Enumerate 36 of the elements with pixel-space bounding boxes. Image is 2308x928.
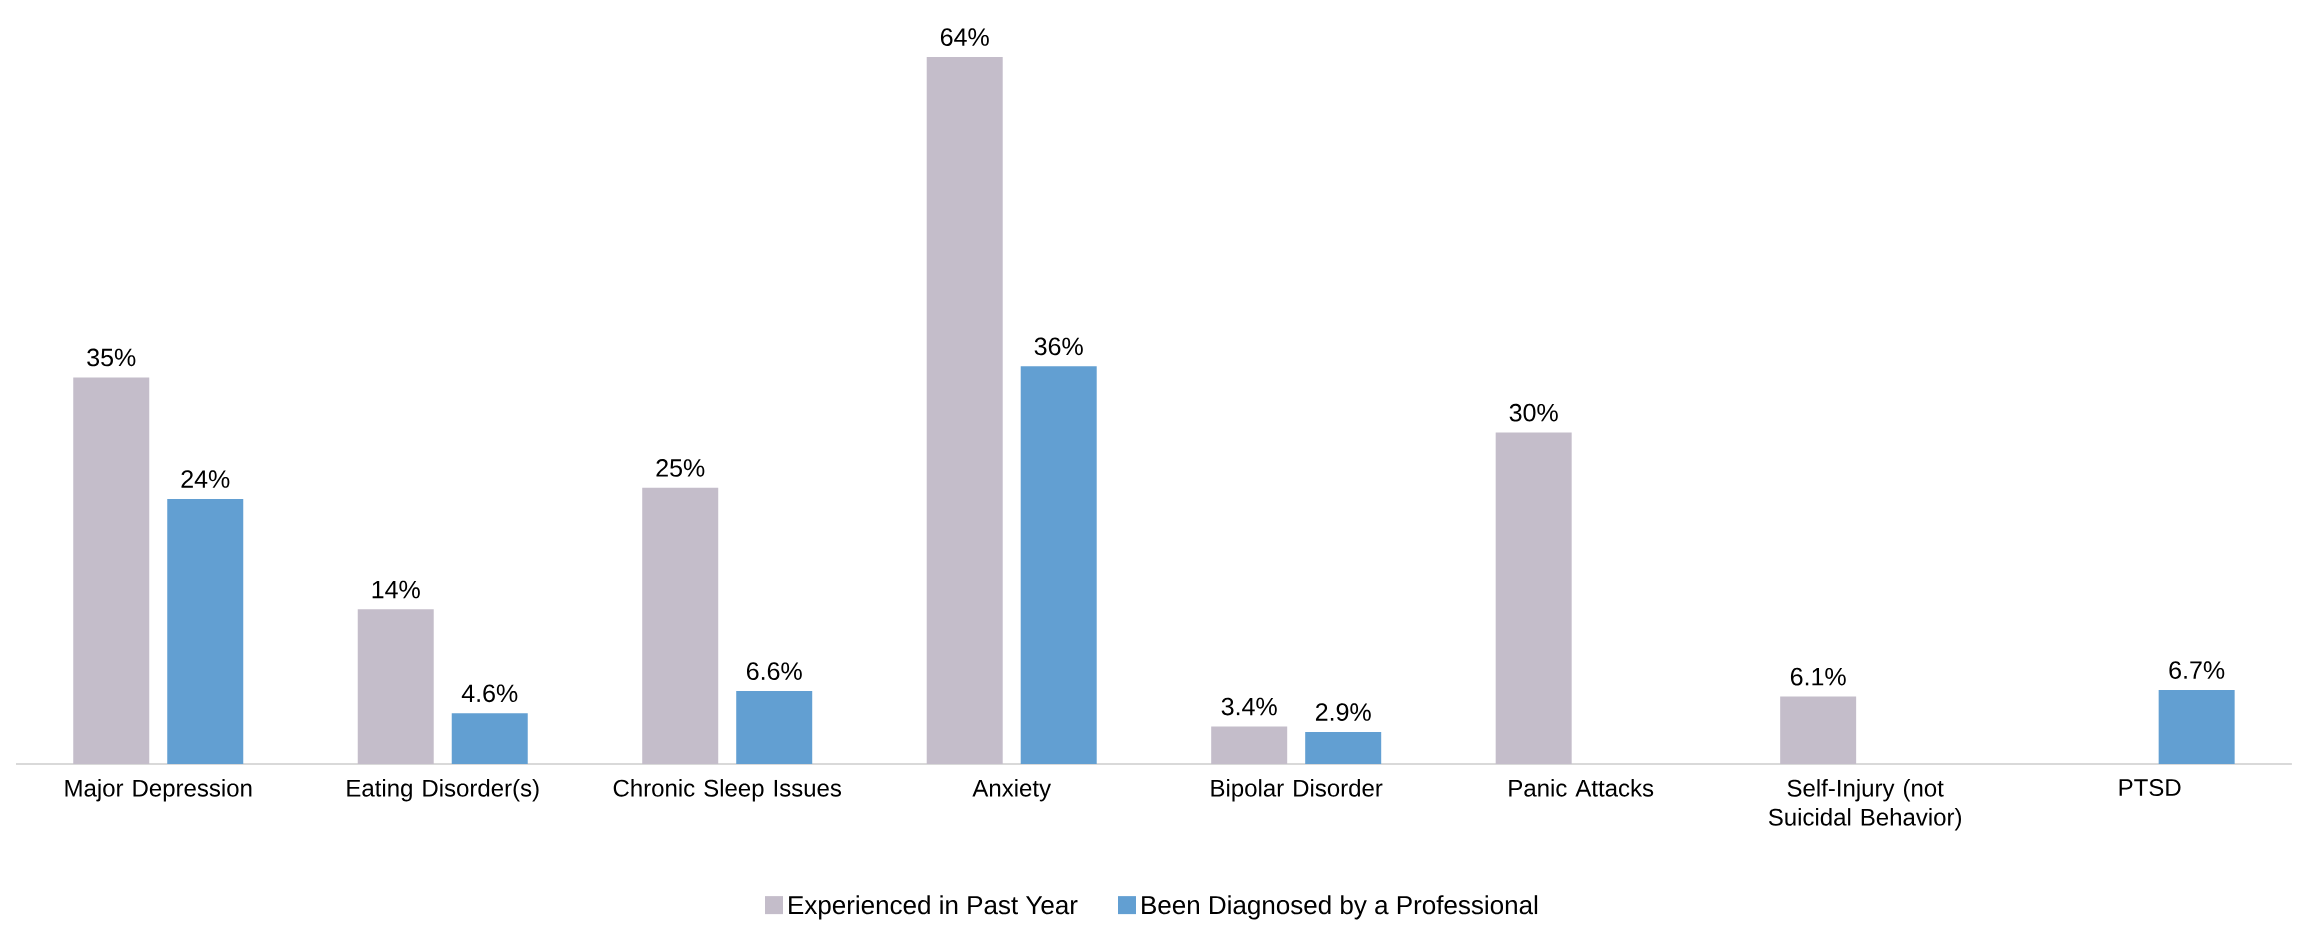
data-label: 6.1%	[1790, 667, 1846, 686]
bar	[167, 498, 244, 764]
bar	[1780, 696, 1857, 764]
data-label: 3.4%	[1221, 697, 1277, 716]
data-label: 14%	[372, 580, 420, 599]
data-label: 35%	[87, 348, 136, 367]
x-tick-label: Chronic Sleep Issues	[613, 779, 842, 802]
x-tick-label: Bipolar Disorder	[1211, 779, 1383, 802]
data-label: 6.6%	[746, 662, 802, 681]
data-label: 36%	[1034, 337, 1083, 356]
x-tick-label: PTSD	[2119, 779, 2181, 797]
legend-label: Been Diagnosed by a Professional	[1142, 895, 1538, 920]
data-label: 4.6%	[461, 684, 518, 703]
x-tick-label: Panic Attacks	[1509, 779, 1654, 797]
data-label: 25%	[656, 459, 705, 477]
bar	[451, 713, 528, 764]
bar	[1020, 366, 1097, 764]
bar	[73, 377, 150, 764]
data-label: 64%	[940, 28, 989, 46]
bar	[2158, 689, 2235, 764]
data-label: 6.7%	[2169, 661, 2225, 679]
data-label: 30%	[1509, 403, 1558, 422]
bar	[1495, 432, 1572, 764]
bar	[357, 609, 434, 764]
x-tick-label: Eating Disorder(s)	[347, 779, 539, 802]
data-label: 24%	[181, 470, 230, 488]
x-tick-label: Anxiety	[972, 779, 1051, 802]
bar	[926, 57, 1003, 764]
bar	[1211, 726, 1288, 764]
x-tick-label: Major Depression	[65, 779, 252, 802]
legend-label: Experienced in Past Year	[789, 895, 1078, 920]
bar	[736, 691, 813, 764]
bar	[642, 487, 719, 764]
data-label: 2.9%	[1315, 703, 1371, 721]
bar	[1305, 731, 1382, 764]
x-tick-label: Self-Injury (not Suicidal Behavior)	[1768, 779, 1961, 831]
